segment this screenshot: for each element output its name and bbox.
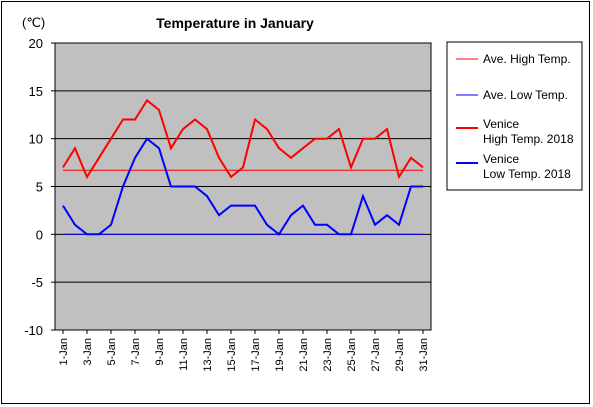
y-tick-label: 15 — [29, 84, 43, 99]
x-tick-label: 5-Jan — [106, 338, 118, 366]
y-unit-label: (℃) — [22, 15, 45, 30]
x-tick-label: 21-Jan — [298, 338, 310, 372]
x-tick-label: 29-Jan — [394, 338, 406, 372]
chart-title: Temperature in January — [156, 15, 314, 31]
x-tick-label: 3-Jan — [82, 338, 94, 366]
legend-box — [446, 41, 583, 191]
y-tick-label: 5 — [36, 180, 43, 195]
y-tick-label: 20 — [29, 36, 43, 51]
series-line-venice-high-temp-2018 — [62, 98, 424, 180]
x-tick-label: 7-Jan — [130, 338, 142, 366]
x-tick-label: 11-Jan — [178, 338, 190, 371]
x-axis-ticks: 1-Jan 3-Jan 5-Jan 7-Jan 9-Jan 11-Jan 13-Jan 15-… — [58, 330, 430, 372]
x-tick-label: 1-Jan — [58, 338, 70, 366]
legend: Ave. High Temp. Ave. Low Temp. Venice High … — [456, 52, 574, 181]
x-tick-label: 27-Jan — [370, 338, 382, 372]
series-line-venice-low-temp-2018 — [62, 137, 423, 236]
y-tick-label: -10 — [24, 323, 43, 338]
x-tick-label: 23-Jan — [322, 338, 334, 372]
x-tick-label: 9-Jan — [154, 338, 166, 366]
legend-label: Venice High Temp. 2018 — [483, 117, 574, 146]
y-axis-ticks: 20 15 10 5 0 -5 -10 — [24, 36, 55, 338]
series-lines — [62, 98, 424, 236]
y-tick-label: 0 — [36, 227, 43, 242]
legend-label: Ave. Low Temp. — [483, 88, 568, 102]
legend-label: Ave. High Temp. — [483, 52, 571, 66]
y-tick-label: -5 — [31, 275, 43, 290]
x-tick-label: 15-Jan — [226, 338, 238, 372]
x-tick-label: 17-Jan — [250, 338, 262, 372]
x-tick-label: 13-Jan — [202, 338, 214, 372]
x-tick-label: 19-Jan — [274, 338, 286, 372]
x-tick-label: 25-Jan — [346, 338, 358, 372]
x-tick-label: 31-Jan — [418, 338, 430, 372]
y-tick-label: 10 — [29, 132, 43, 147]
legend-label: Venice Low Temp. 2018 — [483, 152, 571, 181]
